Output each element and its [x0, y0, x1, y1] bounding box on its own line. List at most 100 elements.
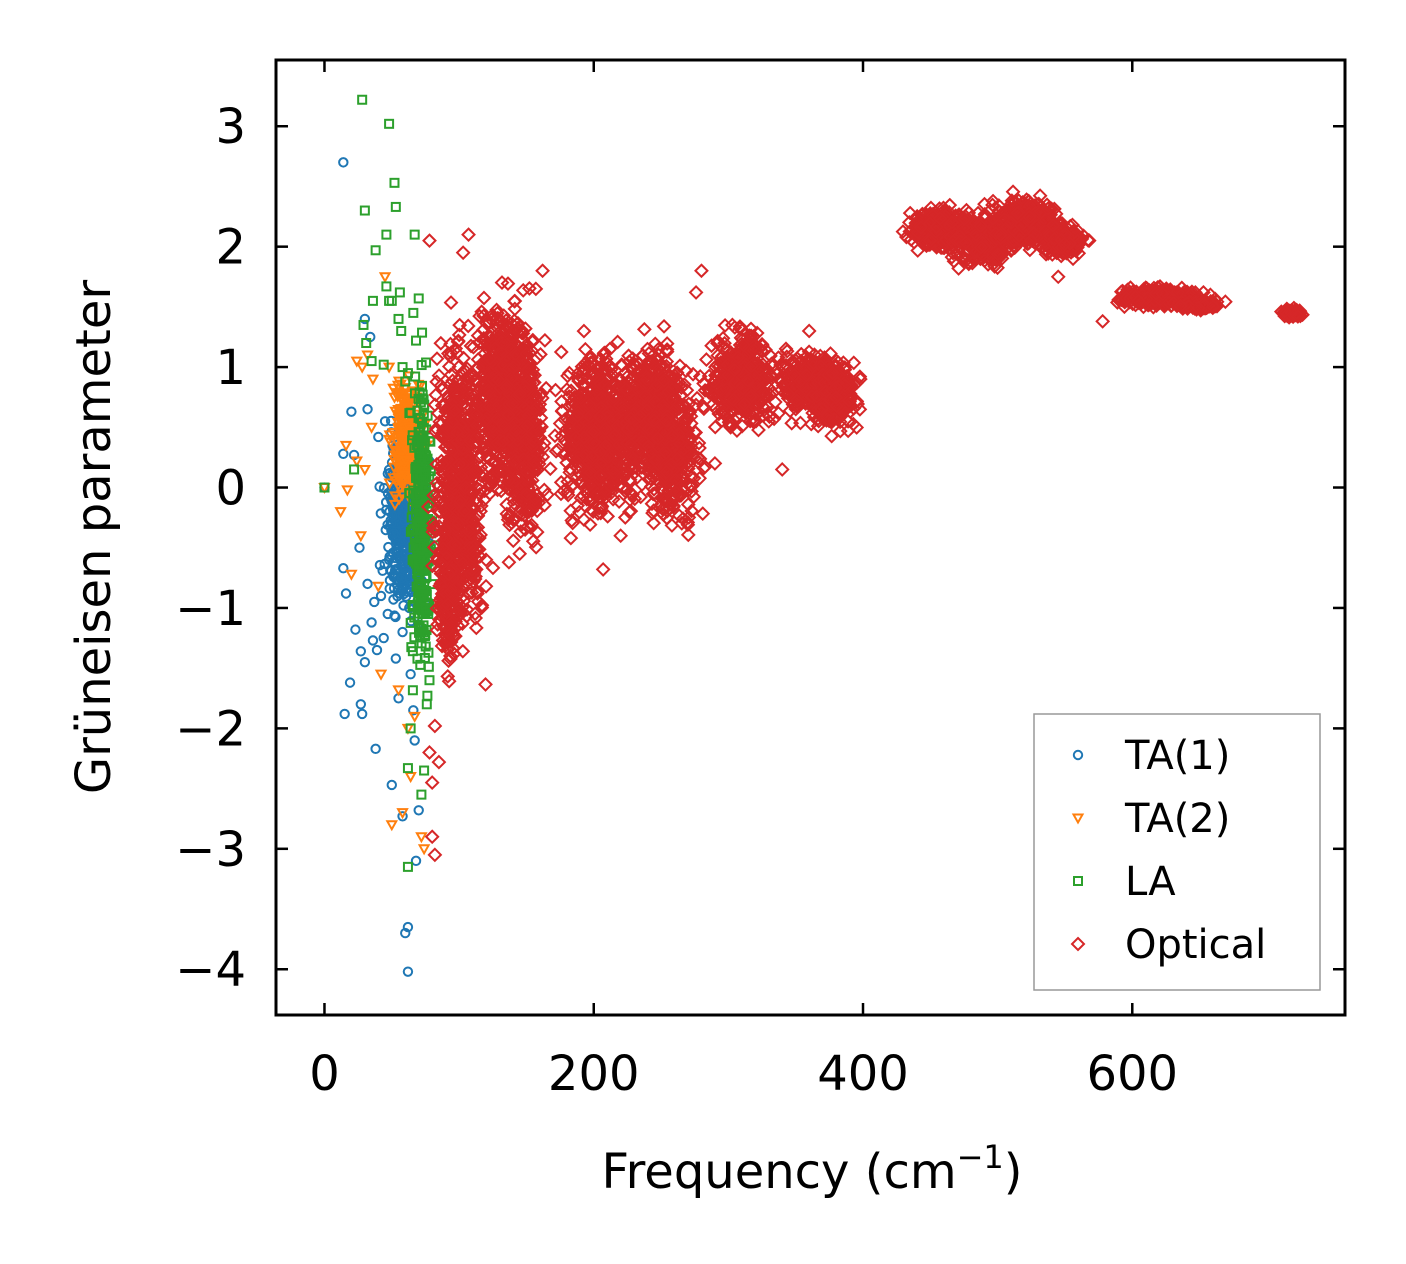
data-point: [357, 94, 368, 105]
data-point: [334, 507, 347, 519]
data-point: [501, 407, 517, 423]
data-point: [386, 517, 397, 529]
data-point: [542, 461, 558, 477]
data-point: [656, 398, 671, 413]
data-point: [388, 392, 401, 404]
data-point: [397, 362, 408, 373]
data-point: [514, 507, 529, 522]
data-point: [622, 474, 638, 490]
series-la: [319, 94, 440, 872]
data-point: [488, 315, 504, 331]
data-point: [362, 404, 373, 415]
data-point: [412, 525, 423, 536]
data-point: [696, 398, 711, 414]
data-point: [381, 229, 392, 240]
data-point: [536, 482, 552, 498]
data-point: [748, 413, 764, 429]
data-point: [367, 295, 378, 306]
data-point: [448, 519, 464, 535]
data-point: [461, 523, 477, 539]
data-point: [396, 573, 407, 584]
data-point: [402, 966, 414, 977]
data-point: [366, 374, 380, 386]
data-point: [474, 597, 490, 613]
data-point: [365, 422, 378, 434]
data-point: [727, 360, 743, 375]
data-point: [751, 422, 766, 438]
data-point: [341, 485, 354, 497]
data-point: [600, 380, 616, 396]
data-point: [413, 578, 424, 589]
data-point: [659, 464, 675, 480]
data-point: [382, 434, 396, 446]
data-point: [374, 481, 385, 492]
data-point: [409, 632, 420, 643]
data-point: [594, 419, 610, 435]
data-point: [742, 328, 757, 344]
data-point: [454, 468, 469, 484]
data-point: [664, 382, 680, 398]
data-point: [414, 448, 425, 459]
data-point: [445, 625, 461, 641]
data-point: [424, 675, 435, 686]
data-point: [393, 584, 404, 596]
data-point: [373, 431, 384, 443]
data-point: [390, 445, 403, 457]
data-point: [507, 474, 523, 490]
data-point: [628, 377, 643, 392]
data-point: [438, 523, 453, 539]
data-point: [464, 562, 480, 578]
data-point: [420, 499, 436, 515]
data-point: [399, 455, 412, 467]
data-point: [611, 494, 627, 509]
data-point: [723, 391, 739, 407]
data-point: [507, 415, 523, 431]
data-point: [605, 491, 621, 507]
data-point: [660, 408, 675, 424]
data-point: [378, 359, 389, 370]
data-point: [592, 467, 608, 483]
data-point: [450, 333, 466, 349]
data-point: [345, 569, 358, 581]
data-point: [319, 482, 330, 493]
data-point: [474, 304, 490, 320]
data-point: [377, 565, 388, 576]
data-point: [423, 647, 434, 658]
data-point: [485, 399, 501, 415]
data-point: [526, 454, 542, 470]
data-point: [514, 516, 530, 532]
data-point: [564, 513, 580, 528]
data-point: [508, 423, 524, 439]
data-point: [359, 313, 371, 325]
data-point: [720, 350, 735, 366]
data-point: [640, 341, 655, 357]
data-point: [384, 295, 395, 306]
data-point: [690, 450, 706, 466]
data-point: [409, 229, 420, 240]
data-point: [469, 583, 485, 599]
data-point: [597, 484, 613, 500]
data-point: [460, 318, 476, 334]
data-point: [762, 368, 778, 384]
data-point: [395, 395, 408, 407]
data-point: [582, 350, 598, 366]
data-point: [340, 588, 352, 599]
data-point: [408, 307, 419, 318]
data-point: [627, 491, 643, 507]
data-point: [583, 355, 598, 371]
data-point: [400, 927, 411, 939]
data-point: [500, 512, 516, 528]
data-point: [659, 344, 675, 360]
data-point: [476, 333, 492, 348]
data-point: [526, 414, 541, 430]
data-point: [559, 382, 575, 397]
data-point: [402, 368, 413, 379]
data-point: [421, 357, 432, 368]
data-point: [394, 413, 407, 425]
data-point: [416, 434, 427, 445]
data-point: [416, 626, 427, 637]
data-point: [383, 478, 396, 490]
data-point: [482, 478, 497, 494]
data-point: [393, 313, 404, 324]
data-point: [728, 374, 744, 390]
